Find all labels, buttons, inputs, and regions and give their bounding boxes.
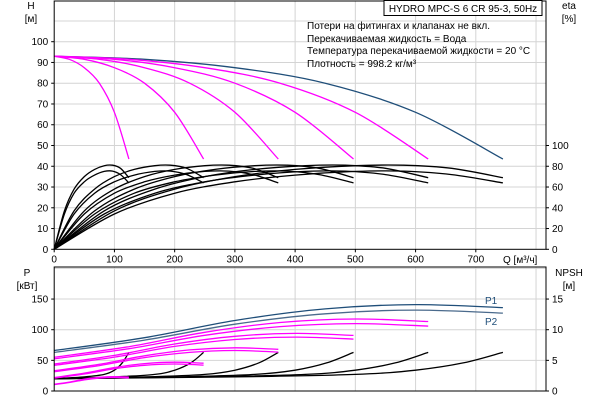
- power-curve-p: [54, 309, 503, 354]
- y2-axis-unit-eta: [%]: [562, 14, 577, 25]
- efficiency-curve: [53, 164, 130, 250]
- y2-axis-label-eta: eta: [562, 1, 576, 12]
- x-tick-label: 0: [51, 254, 57, 265]
- efficiency-curve: [53, 170, 429, 250]
- efficiency-curve: [53, 170, 204, 250]
- y2-tick-label: 80: [552, 162, 564, 173]
- y2-tick-label: 5: [552, 356, 558, 367]
- head-curve: [54, 55, 130, 160]
- y-tick-label: 100: [32, 37, 49, 48]
- efficiency-curve: [53, 164, 504, 250]
- x-tick-label: 100: [106, 254, 123, 265]
- plot-frame-power: [53, 266, 547, 392]
- head-curve: [54, 55, 429, 160]
- y-tick-label: 60: [37, 120, 49, 131]
- x-tick-label: 700: [467, 254, 484, 265]
- y2-tick-label: 20: [552, 224, 564, 235]
- y-tick-label: 0: [43, 245, 49, 256]
- y2-axis-label-npsh: NPSH: [555, 268, 583, 279]
- power-curve: [54, 361, 204, 379]
- power-curve: [54, 322, 429, 360]
- power-curve: [54, 336, 354, 366]
- power-curve: [54, 376, 129, 386]
- x-tick-label: 200: [166, 254, 183, 265]
- y-tick-label: 90: [37, 58, 49, 69]
- efficiency-curve: [53, 170, 279, 250]
- y2-tick-label: 0: [552, 245, 558, 256]
- y-tick-label: 0: [43, 387, 49, 398]
- head-curve: [54, 55, 504, 160]
- series-label-p2: P2: [485, 317, 498, 328]
- efficiency-curve: [53, 164, 354, 250]
- note-line: Потери на фитингах и клапанах не вкл.: [307, 20, 490, 32]
- title-box: [383, 0, 543, 16]
- note-line: Плотность = 998.2 кг/м³: [307, 59, 417, 70]
- efficiency-curve: [53, 164, 204, 250]
- head-curve: [54, 55, 354, 160]
- x-tick-label: 500: [347, 254, 364, 265]
- efficiency-curve: [53, 170, 354, 250]
- x-tick-label: 300: [227, 254, 244, 265]
- efficiency-curve: [53, 164, 429, 250]
- efficiency-curve: [53, 170, 130, 250]
- note-line: Температура перекачиваемой жидкости = 20…: [307, 46, 530, 57]
- series-label-p1: P1: [485, 296, 498, 307]
- y-tick-label: 10: [37, 224, 49, 235]
- power-curve: [54, 332, 354, 365]
- x-tick-label: 400: [287, 254, 304, 265]
- chart-title: HYDRO MPC-S 6 CR 95-3, 50Hz: [389, 4, 537, 15]
- y-tick-label: 80: [37, 79, 49, 90]
- y-axis-label-h: H: [27, 1, 34, 12]
- y-tick-label: 50: [37, 141, 49, 152]
- y2-tick-label: 40: [552, 203, 564, 214]
- y-tick-label: 100: [32, 325, 49, 336]
- y-tick-label: 150: [32, 295, 49, 306]
- power-curve-p: [54, 303, 503, 352]
- x-axis-label-q: Q [м³/ч]: [503, 255, 538, 266]
- power-curve: [54, 349, 279, 373]
- y-axis-unit-h: [м]: [25, 14, 38, 25]
- note-line: Перекачиваемая жидкость = Вода: [307, 34, 467, 45]
- y2-tick-label: 0: [552, 387, 558, 398]
- power-curve: [54, 363, 204, 379]
- y-tick-label: 40: [37, 162, 49, 173]
- head-curve: [54, 55, 205, 160]
- y2-tick-label: 10: [552, 325, 564, 336]
- efficiency-curve: [53, 164, 279, 250]
- y-axis-label-p: P: [24, 268, 31, 279]
- y-tick-label: 20: [37, 203, 49, 214]
- head-curve: [54, 55, 279, 160]
- y2-tick-label: 60: [552, 183, 564, 194]
- y-tick-label: 30: [37, 183, 49, 194]
- y2-tick-label: 15: [552, 295, 564, 306]
- x-tick-label: 600: [407, 254, 424, 265]
- power-curve: [54, 347, 279, 372]
- y2-axis-unit-npsh: [м]: [563, 281, 576, 292]
- y-axis-unit-p: [кВт]: [17, 281, 38, 292]
- power-curve: [54, 318, 429, 358]
- y-tick-label: 50: [37, 356, 49, 367]
- y-tick-label: 70: [37, 99, 49, 110]
- efficiency-curve: [53, 170, 504, 250]
- y2-tick-label: 100: [552, 141, 569, 152]
